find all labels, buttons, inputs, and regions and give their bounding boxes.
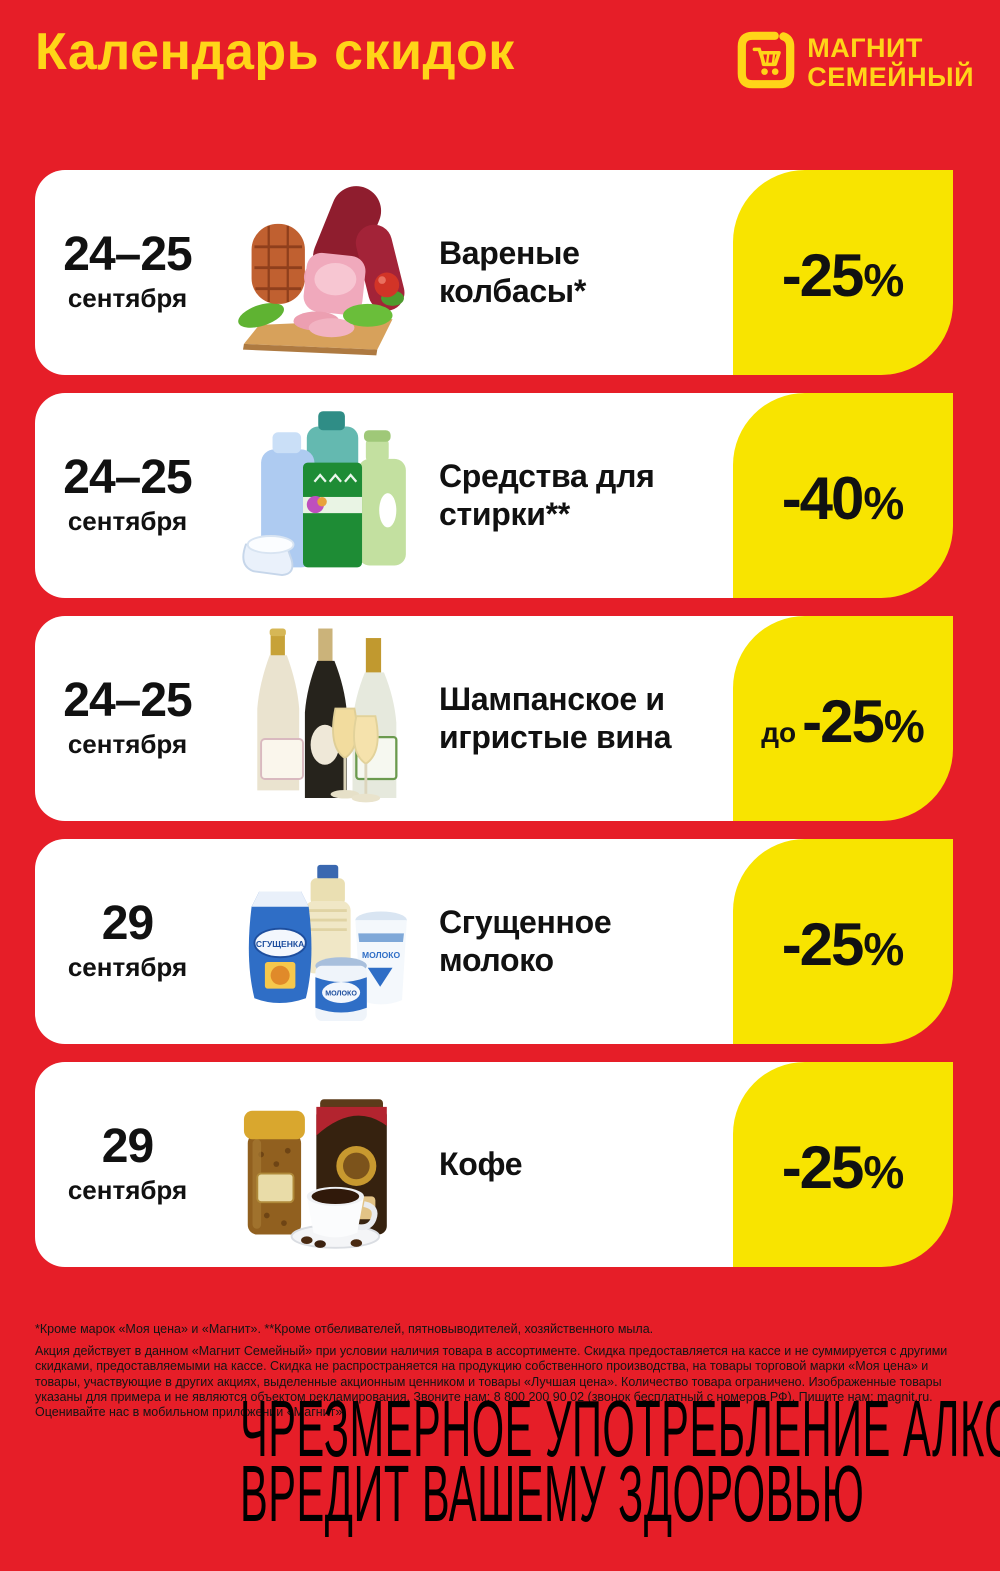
- discount-badge: -25%: [733, 170, 953, 375]
- product-image-coffee: [220, 1066, 425, 1264]
- product-image-laundry-detergents: [220, 397, 425, 595]
- product-name: Вареные колбасы*: [439, 235, 586, 309]
- promo-row-sausages: -25% 24–25 сентября: [35, 170, 953, 375]
- discount-value: -25: [781, 242, 865, 309]
- discount-prefix: до: [761, 717, 797, 748]
- discount-value: -25: [781, 911, 865, 978]
- percent-sign: %: [863, 1146, 905, 1198]
- product-name: Кофе: [439, 1145, 523, 1182]
- product-image-sparkling-wines: [220, 620, 425, 818]
- promo-row-condensed-milk: -25% 29 сентября: [35, 839, 953, 1044]
- promo-date: 24–25 сентября: [63, 228, 192, 314]
- page-title: Календарь скидок: [35, 23, 515, 81]
- promo-date: 24–25 сентября: [63, 674, 192, 760]
- discount-badge: -25%: [733, 1062, 953, 1267]
- pack-label-moloko-cup: МОЛОКО: [362, 950, 400, 960]
- discount-badge: до -25%: [733, 616, 953, 821]
- product-name: Сгущенное молоко: [439, 904, 612, 978]
- footnotes: *Кроме марок «Моя цена» и «Магнит». **Кр…: [35, 1322, 967, 1420]
- promo-date: 24–25 сентября: [63, 451, 192, 537]
- pack-label-moloko-can: МОЛОКО: [325, 989, 357, 997]
- promo-row-coffee: -25% 29 сентября: [35, 1062, 953, 1267]
- discount-value: -40: [781, 465, 865, 532]
- alcohol-warning: ЧРЕЗМЕРНОЕ УПОТРЕБЛЕНИЕ АЛКОГОЛЯ ВРЕДИТ …: [0, 1384, 1000, 1538]
- footnote-terms: Акция действует в данном «Магнит Семейны…: [35, 1344, 948, 1420]
- promo-date: 29 сентября: [67, 1120, 188, 1206]
- percent-sign: %: [863, 923, 905, 975]
- pack-label-sgushchenka: СГУЩЕНКА: [255, 938, 303, 948]
- percent-sign: %: [863, 254, 905, 306]
- discount-badge: -40%: [733, 393, 953, 598]
- product-name: Средства для стирки**: [439, 458, 655, 532]
- alcohol-warning-line1: ЧРЕЗМЕРНОЕ УПОТРЕБЛЕНИЕ АЛКОГОЛЯ: [240, 1384, 1000, 1473]
- discount-badge: -25%: [733, 839, 953, 1044]
- brand-name: МАГНИТ СЕМЕЙНЫЙ: [807, 32, 974, 92]
- promo-row-sparkling-wines: до -25% 24–25 сентября: [35, 616, 953, 821]
- product-name: Шампанское и игристые вина: [439, 681, 672, 755]
- footnote-asterisks: *Кроме марок «Моя цена» и «Магнит». **Кр…: [35, 1322, 654, 1336]
- discount-value: -25: [781, 1134, 865, 1201]
- percent-sign: %: [883, 700, 925, 752]
- percent-sign: %: [863, 477, 905, 529]
- promo-row-laundry: -40% 24–25 сентября: [35, 393, 953, 598]
- promo-rows: -25% 24–25 сентября: [0, 170, 1000, 1285]
- product-image-boiled-sausages: [220, 174, 425, 372]
- magnit-cart-icon: [736, 30, 796, 95]
- alcohol-warning-line2: ВРЕДИТ ВАШЕМУ ЗДОРОВЬЮ: [240, 1449, 865, 1538]
- promo-date: 29 сентября: [67, 897, 188, 983]
- product-image-condensed-milk: СГУЩЕНКА МОЛОКО МОЛОКО: [220, 843, 425, 1041]
- discount-value: -25: [802, 688, 885, 755]
- magnit-logo: МАГНИТ СЕМЕЙНЫЙ: [736, 30, 974, 95]
